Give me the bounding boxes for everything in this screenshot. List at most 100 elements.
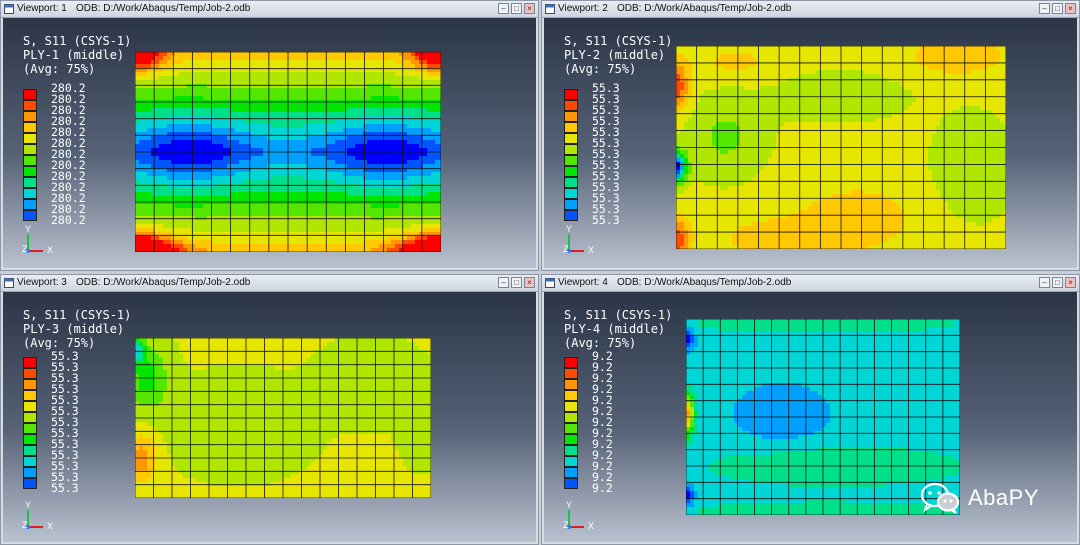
minimize-button[interactable]: –	[1039, 277, 1050, 288]
close-button[interactable]: ×	[1065, 3, 1076, 14]
contour-field	[686, 319, 960, 515]
legend-value: 9.2	[592, 415, 613, 429]
legend-swatch	[564, 368, 578, 379]
viewport-name: Viewport: 4	[558, 277, 608, 288]
legend-swatch	[23, 412, 37, 423]
viewport-odb-path: ODB: D:/Work/Abaqus/Temp/Job-2.odb	[76, 3, 251, 14]
axis-label-z: Z	[22, 244, 28, 254]
axis-triad-icon	[26, 234, 43, 253]
legend-swatch	[23, 379, 37, 390]
viewport-icon	[545, 278, 555, 288]
legend-swatch	[564, 166, 578, 177]
legend-title: S, S11 (CSYS-1) PLY-1 (middle) (Avg: 75%…	[23, 34, 132, 76]
legend-swatch	[564, 133, 578, 144]
contour-plot[interactable]	[135, 338, 431, 498]
legend-swatch	[23, 100, 37, 111]
legend-value: 280.2	[51, 202, 86, 216]
axis-label-y: Y	[566, 224, 573, 234]
legend-title: S, S11 (CSYS-1) PLY-3 (middle) (Avg: 75%…	[23, 308, 132, 350]
viewport-2[interactable]: Viewport: 2 ODB: D:/Work/Abaqus/Temp/Job…	[541, 0, 1080, 271]
legend-value: 55.3	[51, 349, 79, 363]
legend-swatch	[564, 122, 578, 133]
viewport-3[interactable]: Viewport: 3 ODB: D:/Work/Abaqus/Temp/Job…	[0, 274, 539, 545]
legend-value: 55.3	[592, 147, 620, 161]
legend-value: 55.3	[592, 114, 620, 128]
viewport-titlebar[interactable]: Viewport: 4 ODB: D:/Work/Abaqus/Temp/Job…	[542, 275, 1079, 292]
axis-label-y: Y	[566, 500, 573, 510]
minimize-button[interactable]: –	[498, 3, 509, 14]
legend-swatch	[564, 434, 578, 445]
legend-value: 9.2	[592, 360, 613, 374]
legend-swatch	[23, 445, 37, 456]
legend-value: 280.2	[51, 169, 86, 183]
contour-field	[135, 338, 431, 498]
legend-swatch	[564, 478, 578, 489]
legend-swatch	[23, 199, 37, 210]
legend-value: 9.2	[592, 382, 613, 396]
legend-swatch	[23, 166, 37, 177]
minimize-button[interactable]: –	[498, 277, 509, 288]
axis-triad-icon	[26, 510, 43, 529]
minimize-button[interactable]: –	[1039, 3, 1050, 14]
legend-value: 55.3	[51, 481, 79, 495]
maximize-button[interactable]: □	[511, 277, 522, 288]
axis-triad-icon	[567, 234, 584, 253]
legend-value: 55.3	[51, 371, 79, 385]
legend-value: 280.2	[51, 81, 86, 95]
close-button[interactable]: ×	[1065, 277, 1076, 288]
viewport-canvas[interactable]: S, S11 (CSYS-1) PLY-4 (middle) (Avg: 75%…	[544, 292, 1077, 542]
legend-value: 55.3	[51, 437, 79, 451]
viewport-canvas[interactable]: S, S11 (CSYS-1) PLY-3 (middle) (Avg: 75%…	[3, 292, 536, 542]
viewport-1[interactable]: Viewport: 1 ODB: D:/Work/Abaqus/Temp/Job…	[0, 0, 539, 271]
viewport-titlebar[interactable]: Viewport: 3 ODB: D:/Work/Abaqus/Temp/Job…	[1, 275, 538, 292]
legend-value: 9.2	[592, 426, 613, 440]
contour-field	[135, 52, 441, 252]
legend-value: 55.3	[51, 382, 79, 396]
legend-value: 9.2	[592, 459, 613, 473]
legend-swatch	[564, 379, 578, 390]
axis-triad-icon	[567, 510, 584, 529]
viewport-icon	[545, 4, 555, 14]
legend-swatch	[564, 100, 578, 111]
legend-swatch	[23, 401, 37, 412]
maximize-button[interactable]: □	[1052, 3, 1063, 14]
viewport-canvas[interactable]: S, S11 (CSYS-1) PLY-1 (middle) (Avg: 75%…	[3, 18, 536, 268]
legend-value: 55.3	[592, 81, 620, 95]
legend-swatch	[564, 111, 578, 122]
viewport-titlebar[interactable]: Viewport: 1 ODB: D:/Work/Abaqus/Temp/Job…	[1, 1, 538, 18]
axis-label-x: X	[588, 245, 595, 255]
maximize-button[interactable]: □	[511, 3, 522, 14]
viewport-canvas[interactable]: S, S11 (CSYS-1) PLY-2 (middle) (Avg: 75%…	[544, 18, 1077, 268]
legend-value: 280.2	[51, 213, 86, 227]
legend-value: 9.2	[592, 470, 613, 484]
legend-value: 55.3	[592, 103, 620, 117]
legend-swatch	[564, 199, 578, 210]
legend-swatch	[23, 368, 37, 379]
viewport-4[interactable]: Viewport: 4 ODB: D:/Work/Abaqus/Temp/Job…	[541, 274, 1080, 545]
legend-swatch	[564, 177, 578, 188]
legend-swatch	[564, 357, 578, 368]
viewport-name: Viewport: 2	[558, 3, 608, 14]
legend-value: 55.3	[51, 360, 79, 374]
legend-swatch	[23, 390, 37, 401]
close-button[interactable]: ×	[524, 277, 535, 288]
legend-value: 55.3	[51, 404, 79, 418]
legend-value: 9.2	[592, 448, 613, 462]
axis-label-y: Y	[25, 224, 32, 234]
axis-label-y: Y	[25, 500, 32, 510]
legend-swatch	[564, 445, 578, 456]
contour-field	[676, 46, 1006, 249]
viewport-titlebar[interactable]: Viewport: 2 ODB: D:/Work/Abaqus/Temp/Job…	[542, 1, 1079, 18]
contour-plot[interactable]	[135, 52, 441, 252]
close-button[interactable]: ×	[524, 3, 535, 14]
legend-swatch	[23, 155, 37, 166]
watermark-text: AbaPY	[968, 485, 1039, 510]
contour-plot[interactable]	[686, 319, 960, 515]
maximize-button[interactable]: □	[1052, 277, 1063, 288]
contour-plot[interactable]	[676, 46, 1006, 249]
legend-swatch	[564, 144, 578, 155]
legend-value: 55.3	[592, 92, 620, 106]
legend-swatch	[564, 467, 578, 478]
legend-swatch	[23, 478, 37, 489]
